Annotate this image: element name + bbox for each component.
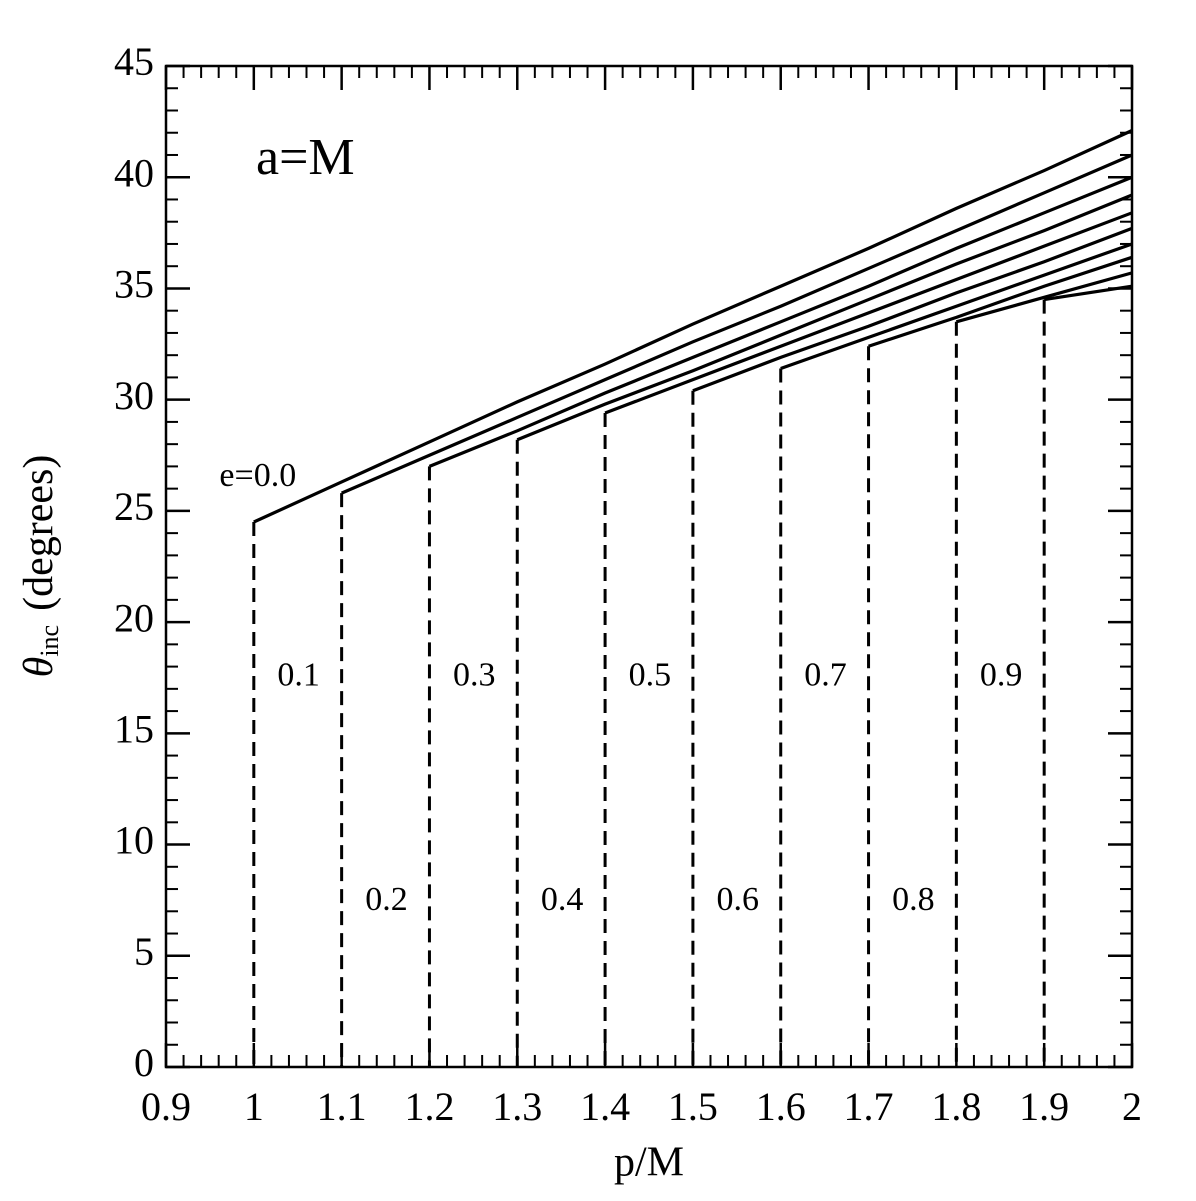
y-label-symbol: θ <box>16 657 62 678</box>
series-label: 0.2 <box>365 881 408 918</box>
y-tick-label: 0 <box>134 1040 154 1085</box>
series-line <box>955 271 1133 324</box>
x-tick-label: 1.7 <box>844 1084 894 1129</box>
series-line <box>516 193 1133 442</box>
y-tick-label: 35 <box>114 262 154 307</box>
series-line <box>604 211 1133 415</box>
x-tick-label: 2 <box>1122 1084 1142 1129</box>
x-tick-label: 0.9 <box>141 1084 191 1129</box>
y-tick-label: 45 <box>114 39 154 84</box>
y-label-subscript: inc <box>35 625 64 657</box>
series-line <box>868 255 1133 348</box>
series-line <box>428 175 1133 468</box>
series-label: 0.6 <box>716 881 759 918</box>
x-tick-label: 1 <box>244 1084 264 1129</box>
series-label: 0.1 <box>277 657 320 694</box>
y-tick-label: 10 <box>114 818 154 863</box>
y-tick-label: 40 <box>114 150 154 195</box>
y-tick-label: 20 <box>114 595 154 640</box>
x-tick-label: 1.6 <box>756 1084 806 1129</box>
series-line <box>253 129 1133 524</box>
x-tick-label: 1.8 <box>931 1084 981 1129</box>
series-label: 0.5 <box>629 657 672 694</box>
x-tick-label: 1.9 <box>1019 1084 1069 1129</box>
series-label: e=0.0 <box>219 457 296 494</box>
annotation: a=M <box>256 129 355 186</box>
y-axis-label: θinc (degrees) <box>16 455 64 678</box>
series-label: 0.7 <box>804 657 847 694</box>
series-label: 0.3 <box>453 657 496 694</box>
y-label-text: (degrees) <box>16 455 62 611</box>
plot-frame <box>164 64 1134 1069</box>
x-tick-label: 1.4 <box>580 1084 630 1129</box>
series-label: 0.4 <box>541 881 584 918</box>
y-tick-label: 5 <box>134 929 154 974</box>
y-tick-label: 15 <box>114 707 154 752</box>
x-axis-label: p/M <box>614 1140 684 1186</box>
x-tick-label: 1.5 <box>668 1084 718 1129</box>
series-line <box>780 242 1133 371</box>
x-tick-label: 1.1 <box>317 1084 367 1129</box>
series-label: 0.8 <box>892 881 935 918</box>
y-tick-label: 30 <box>114 373 154 418</box>
series-line <box>692 226 1133 393</box>
x-tick-label: 1.2 <box>404 1084 454 1129</box>
y-tick-label: 25 <box>114 484 154 529</box>
x-tick-label: 1.3 <box>492 1084 542 1129</box>
series-line <box>341 153 1133 495</box>
series-label: 0.9 <box>980 657 1023 694</box>
series-line <box>1043 284 1133 302</box>
